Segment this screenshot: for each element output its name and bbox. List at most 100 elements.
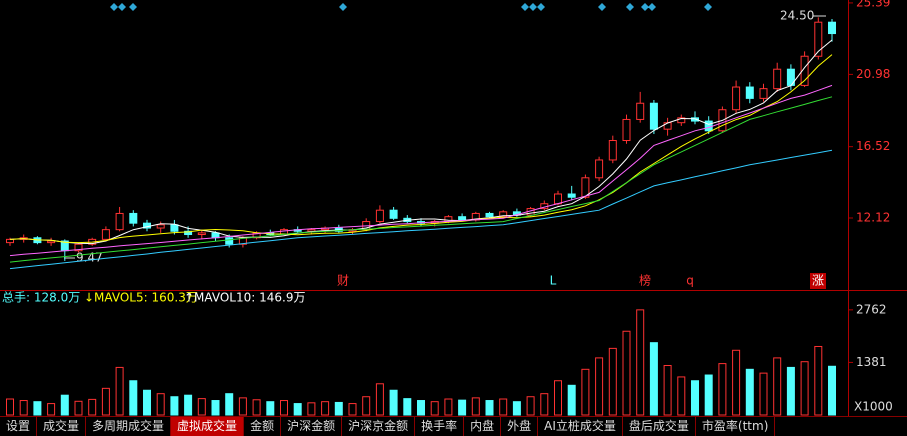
diamond xyxy=(110,3,712,11)
tab[interactable]: 内盘 xyxy=(464,417,502,436)
volume-bar xyxy=(238,397,247,416)
y-tick-label: 2762 xyxy=(856,302,887,316)
volume-bar xyxy=(88,398,97,416)
tab-bar: 设置 成交量 多周期成交量 虚拟成交量 金额 沪深金额 沪深京金额 换手率 内盘 外盘 AI立桩成交… xyxy=(0,416,907,436)
tab[interactable]: 设置 xyxy=(0,417,38,436)
volume-bar xyxy=(184,394,193,416)
tab[interactable]: 外盘 xyxy=(501,417,539,436)
tab[interactable]: 盘后成交量 xyxy=(623,417,696,436)
candle-body xyxy=(567,193,576,198)
volume-bar xyxy=(718,363,727,416)
volume-bar xyxy=(74,400,83,416)
volume-bar xyxy=(430,401,439,416)
candle-body xyxy=(115,212,124,231)
tab[interactable]: AI立桩成交量 xyxy=(538,417,623,436)
volume-bar xyxy=(526,396,535,416)
candle-body xyxy=(197,232,206,236)
event-label: 榜 xyxy=(639,273,651,288)
candle-body xyxy=(225,237,234,245)
volume-bar xyxy=(636,309,645,416)
volume-bar xyxy=(677,376,686,416)
candle-body xyxy=(663,122,672,130)
candle-body xyxy=(375,209,384,223)
candle-body xyxy=(581,177,590,198)
ma-line xyxy=(9,39,833,245)
tab[interactable]: 金额 xyxy=(244,417,282,436)
volume-bar xyxy=(773,357,782,416)
volume-bar xyxy=(170,396,179,416)
volume-bar xyxy=(512,401,521,416)
candle-body xyxy=(170,224,179,232)
candle-body xyxy=(759,88,768,99)
volume-bar xyxy=(691,380,699,416)
legend-total: 总手: 128.0万 xyxy=(2,291,80,305)
high-label: 24.50 xyxy=(780,9,814,23)
chart: 24.50 9.47 财 L 榜 q 涨 总手: 128.0万 ↓MAVOL5:… xyxy=(0,0,907,416)
volume-bar xyxy=(622,330,631,416)
volume-bar xyxy=(6,398,14,416)
volume-bar xyxy=(485,400,494,416)
candle-body xyxy=(649,102,658,130)
tab[interactable]: 市盈率(ttm) xyxy=(696,417,776,436)
volume-bar xyxy=(704,374,713,416)
volume-bar xyxy=(499,398,508,416)
tab[interactable]: 换手率 xyxy=(415,417,465,436)
volume-bar xyxy=(389,389,398,416)
volume-bar xyxy=(19,400,28,416)
tab[interactable]: 沪深京金额 xyxy=(342,417,416,436)
volume-bar xyxy=(280,400,288,416)
volume-bar xyxy=(649,342,658,416)
candle-body xyxy=(156,224,165,229)
volume-bar xyxy=(786,366,795,416)
volume-bar xyxy=(581,368,590,416)
volume-bar xyxy=(608,347,617,416)
candle-body xyxy=(458,216,467,221)
volume-unit: X1000 xyxy=(854,400,893,414)
y-tick-label: 1381 xyxy=(856,355,887,369)
volume-bar xyxy=(60,394,69,416)
ma-line xyxy=(9,54,833,244)
legend-mavol5: ↓MAVOL5: 160.3万 xyxy=(84,291,198,305)
event-markers xyxy=(110,3,712,11)
tab[interactable]: 多周期成交量 xyxy=(86,417,172,436)
volume-bar xyxy=(47,403,56,416)
candle-body xyxy=(677,117,686,124)
volume-bar xyxy=(293,403,302,416)
candle-body xyxy=(184,230,193,236)
candle-body xyxy=(704,120,713,132)
volume-bar xyxy=(444,398,453,416)
y-tick-label: 16.52 xyxy=(856,139,890,153)
volume-bar xyxy=(266,401,275,416)
volume-bar xyxy=(156,393,165,416)
event-label: L xyxy=(550,274,557,288)
ma-line xyxy=(9,84,833,257)
volume-bar xyxy=(800,361,809,416)
candle-body xyxy=(554,193,562,205)
volume-bar xyxy=(115,366,124,416)
ma-line xyxy=(9,149,833,270)
y-tick-label: 12.12 xyxy=(856,210,890,224)
volume-bar xyxy=(554,380,562,416)
candle-body xyxy=(608,140,617,161)
volume-bar xyxy=(362,396,371,416)
candle-body xyxy=(211,232,220,239)
volume-bar xyxy=(375,383,384,416)
volume-bar xyxy=(197,398,206,416)
y-tick-label: 20.98 xyxy=(856,67,890,81)
volume-bar xyxy=(745,368,754,416)
candle-body xyxy=(6,238,14,244)
volume-bar xyxy=(759,372,768,416)
volume-bar xyxy=(828,365,836,416)
volume-bar xyxy=(211,400,220,416)
volume-bar xyxy=(663,365,672,416)
legend-mavol10: ↑MAVOL10: 146.9万 xyxy=(184,291,305,305)
candle-body xyxy=(691,117,699,122)
tab[interactable]: 成交量 xyxy=(37,417,87,436)
event-label: q xyxy=(686,274,694,288)
candle-body xyxy=(636,102,645,120)
tab[interactable]: 虚拟成交量 xyxy=(171,417,245,436)
candle-body xyxy=(828,21,836,35)
tab[interactable]: 沪深金额 xyxy=(281,417,343,436)
volume-bar xyxy=(252,399,261,416)
